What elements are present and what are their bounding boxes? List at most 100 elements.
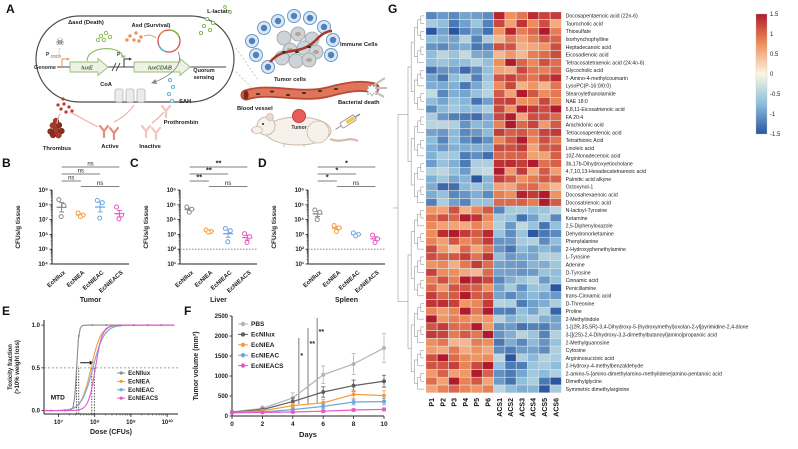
heatmap-cell	[471, 260, 483, 269]
heatmap-cell	[425, 237, 438, 245]
heatmap-row-label: LysoPC(P-16:0/0:0)	[566, 84, 612, 90]
y-tick-label: 10³	[167, 231, 176, 238]
series-marker	[290, 399, 295, 404]
heatmap-cell	[437, 322, 449, 331]
heatmap-cell	[437, 206, 449, 214]
heatmap-cell	[482, 276, 494, 284]
immune-cells-icon	[245, 9, 340, 74]
data-point	[56, 197, 62, 203]
colorbar	[755, 13, 768, 135]
heatmap-cell	[459, 58, 471, 67]
heatmap-row-label: Linoleic acid	[566, 146, 595, 152]
heatmap-cell	[538, 245, 551, 253]
heatmap-cell	[504, 50, 517, 59]
mtd-shift-arrowhead	[89, 360, 94, 365]
heatmap-cell	[459, 369, 471, 378]
heatmap-cell	[516, 120, 528, 129]
heatmap-cell	[482, 353, 494, 362]
heatmap-cell	[493, 50, 505, 59]
heatmap-cell	[425, 89, 438, 98]
heatmap-cell	[538, 120, 551, 129]
heatmap-cell	[516, 159, 528, 168]
heatmap-cell	[550, 89, 562, 98]
heatmap-cell	[437, 229, 449, 238]
heatmap-row-label: Octoxynol-1	[566, 185, 594, 191]
heatmap-cell	[493, 144, 505, 152]
heatmap-cell	[437, 167, 449, 176]
heatmap-cell	[527, 361, 539, 370]
heatmap-row-label: Tetrathionic Acid	[566, 138, 604, 144]
heatmap-cell	[493, 136, 505, 144]
heatmap-row-label: NAE 18:0	[566, 99, 588, 105]
heatmap-cell	[504, 120, 517, 129]
heatmap-row-label: D-Tyrosine	[566, 270, 591, 276]
heatmap-cell	[448, 112, 460, 121]
heatmap-cell	[538, 66, 551, 74]
heatmap-cell	[527, 229, 539, 238]
heatmap-cell	[471, 346, 483, 354]
heatmap-cell	[437, 377, 449, 385]
heatmap-cell	[504, 330, 517, 339]
heatmap-cell	[527, 284, 539, 292]
heatmap-cell	[482, 361, 494, 370]
active-label: Active	[101, 144, 119, 150]
heatmap-cell	[538, 237, 551, 245]
thrombus-icon	[47, 117, 65, 139]
heatmap-cell	[538, 89, 551, 98]
data-point	[225, 239, 231, 245]
heatmap-cell	[527, 268, 539, 277]
heatmap-cell	[504, 58, 517, 67]
heatmap-cell	[493, 190, 505, 199]
heatmap-cell	[459, 237, 471, 245]
heatmap-cell	[448, 19, 460, 28]
heatmap-cell	[448, 353, 460, 362]
heatmap-cell	[437, 74, 449, 82]
curve-marker	[77, 403, 80, 406]
heatmap-cell	[471, 276, 483, 284]
heatmap-cell	[538, 167, 551, 176]
heatmap-cell	[538, 299, 551, 308]
heatmap-cell	[550, 136, 562, 144]
heatmap-cell	[459, 206, 471, 214]
heatmap-cell	[437, 338, 449, 347]
heatmap-cell	[550, 97, 562, 106]
heatmap-cell	[459, 221, 471, 230]
heatmap-cell	[448, 252, 460, 261]
heatmap-cell	[448, 120, 460, 129]
heatmap-cell	[493, 214, 505, 222]
y-tick-label: 10⁴	[294, 218, 304, 224]
heatmap-cell	[425, 353, 438, 362]
y-tick-label: 0.0	[32, 409, 41, 415]
heatmap-cell	[437, 330, 449, 339]
heatmap-col-label: P1	[429, 398, 436, 407]
heatmap-cell	[448, 229, 460, 238]
heatmap-cell	[516, 89, 528, 98]
sah-molecule-chain-icon	[166, 77, 176, 104]
heatmap-cell	[425, 35, 438, 43]
series-marker	[351, 362, 356, 366]
heatmap-cell	[482, 58, 494, 67]
heatmap-cell	[448, 214, 460, 222]
heatmap-cell	[550, 252, 562, 261]
heatmap-cell	[482, 369, 494, 378]
series-marker	[382, 407, 386, 412]
prothrombin-inactive-icon	[140, 104, 172, 141]
heatmap-cell	[425, 245, 438, 253]
heatmap-cell	[448, 58, 460, 67]
x-tick-label: 10⁹	[126, 420, 136, 426]
heatmap-cell	[493, 377, 505, 385]
heatmap-row-label: 10Z-Nonadecenoic acid	[566, 154, 621, 160]
heatmap-cell	[527, 105, 539, 113]
plasmid-to-asd-arrow	[143, 34, 157, 39]
heatmap-cell	[437, 385, 449, 393]
luxCDAB-label: luxCDAB	[148, 65, 172, 71]
heatmap-cell	[437, 346, 449, 354]
heatmap-cell	[437, 353, 449, 362]
heatmap-cell	[425, 284, 438, 292]
zoom-connector-lines	[235, 47, 259, 91]
heatmap-cell	[425, 159, 438, 168]
heatmap-col-label: P6	[485, 398, 492, 407]
heatmap-cell	[538, 35, 551, 43]
heatmap-cell	[448, 151, 460, 160]
